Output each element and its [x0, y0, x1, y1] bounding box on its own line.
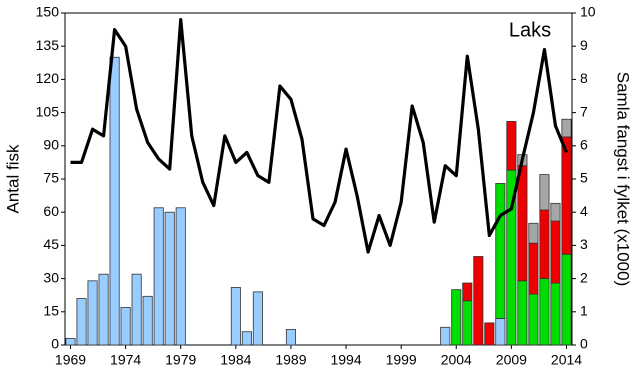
y-tick-label: 105	[36, 103, 60, 119]
bar	[528, 222, 539, 244]
bar	[230, 287, 241, 346]
bar	[484, 322, 495, 346]
x-tick-label: 1979	[165, 352, 196, 368]
y2-tick-label: 7	[580, 103, 588, 119]
y-tick-label: 30	[43, 269, 59, 285]
x-tick-label: 2014	[551, 352, 582, 368]
y-tick-label: 90	[43, 137, 59, 153]
x-tick-label: 2004	[441, 352, 472, 368]
y2-tick-label: 8	[580, 70, 588, 86]
y-axis-label: Antal fisk	[3, 144, 22, 213]
bar	[164, 211, 175, 346]
bar	[241, 331, 252, 346]
x-tick-label: 1994	[330, 352, 361, 368]
bar	[528, 293, 539, 346]
bar	[550, 202, 561, 222]
bar	[539, 209, 550, 279]
y-tick-label: 120	[36, 70, 60, 86]
bar	[76, 298, 87, 346]
bar	[561, 253, 572, 346]
bar	[142, 295, 153, 346]
bar	[451, 289, 462, 346]
y-tick-label: 0	[51, 336, 59, 352]
bar	[65, 337, 76, 346]
y-tick-label: 75	[43, 170, 59, 186]
bar	[87, 280, 98, 346]
y2-tick-label: 10	[580, 4, 596, 20]
bar	[561, 118, 572, 138]
y2-axis-label: Samla fangst i fylket (x1000)	[614, 72, 633, 286]
y2-tick-label: 0	[580, 336, 588, 352]
y-tick-label: 60	[43, 203, 59, 219]
line	[70, 18, 568, 254]
y-tick-label: 150	[36, 4, 60, 20]
y2-tick-label: 3	[580, 236, 588, 252]
bar	[528, 242, 539, 295]
y2-tick-label: 6	[580, 137, 588, 153]
y2-tick-label: 9	[580, 37, 588, 53]
x-tick-label: 1989	[275, 352, 306, 368]
bar	[517, 280, 528, 346]
bar	[539, 174, 550, 211]
x-tick-label: 1974	[110, 352, 141, 368]
bar	[440, 326, 451, 346]
bar	[561, 136, 572, 255]
y2-tick-label: 2	[580, 269, 588, 285]
annotation: Laks	[509, 19, 551, 41]
bar	[109, 56, 120, 346]
bar	[175, 207, 186, 346]
x-tick-label: 1999	[386, 352, 417, 368]
bar	[252, 291, 263, 346]
y-tick-label: 15	[43, 303, 59, 319]
bar	[153, 207, 164, 346]
bar	[131, 273, 142, 346]
x-tick-label: 2009	[496, 352, 527, 368]
bar	[473, 256, 484, 346]
bar	[98, 273, 109, 346]
bar	[550, 220, 561, 284]
bar	[462, 282, 473, 302]
bar	[550, 282, 561, 346]
bar	[120, 306, 131, 346]
y2-tick-label: 4	[580, 203, 588, 219]
bar	[495, 318, 506, 346]
x-tick-label: 1984	[220, 352, 251, 368]
y-tick-label: 45	[43, 236, 59, 252]
bar	[506, 121, 517, 171]
bar	[462, 300, 473, 346]
bar	[495, 183, 506, 319]
y2-tick-label: 1	[580, 303, 588, 319]
bar	[539, 278, 550, 346]
y-tick-label: 135	[36, 37, 60, 53]
bar	[285, 329, 296, 346]
y2-tick-label: 5	[580, 170, 588, 186]
x-tick-label: 1969	[55, 352, 86, 368]
bar	[517, 165, 528, 282]
